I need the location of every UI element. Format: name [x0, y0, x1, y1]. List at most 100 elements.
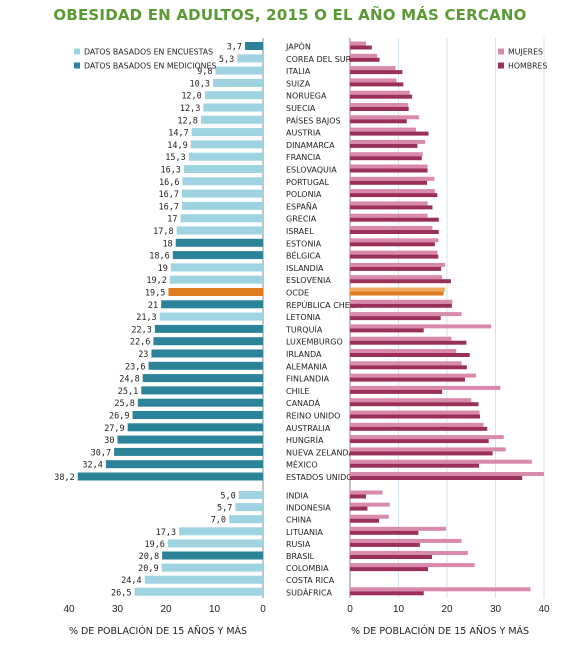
- women-bar: [350, 127, 416, 132]
- country-label: POLONIA: [286, 190, 322, 199]
- women-bar: [350, 410, 480, 415]
- women-bar: [350, 164, 428, 169]
- left-bar: [238, 491, 263, 499]
- country-label: SUDÁFRICA: [286, 586, 333, 597]
- country-label: ISLANDIA: [286, 264, 324, 273]
- left-bar-value: 3,7: [227, 43, 242, 53]
- left-bar-value: 17: [167, 215, 177, 225]
- left-bar-value: 12,3: [180, 104, 200, 114]
- men-bar: [350, 476, 523, 480]
- country-label: CANADÁ: [286, 397, 321, 408]
- men-bar: [350, 402, 479, 407]
- left-bar: [182, 201, 263, 210]
- women-bar: [350, 398, 472, 403]
- left-bar: [142, 374, 263, 383]
- women-bar: [350, 103, 409, 107]
- left-bar: [170, 263, 263, 272]
- left-bar: [182, 189, 263, 198]
- women-bar: [350, 349, 457, 353]
- left-bar-value: 19: [158, 264, 168, 274]
- left-bar: [179, 527, 263, 536]
- women-bar: [350, 90, 410, 95]
- men-bar: [350, 266, 442, 271]
- right-tick-label: 30: [490, 604, 502, 615]
- women-bar: [350, 115, 419, 120]
- women-bar: [350, 336, 452, 341]
- left-bar: [154, 324, 263, 333]
- men-bar: [350, 365, 467, 370]
- left-bar-value: 18: [162, 239, 172, 249]
- men-bar: [350, 143, 418, 148]
- legend-label: DATOS BASADOS EN MEDICIONES: [84, 62, 216, 71]
- left-bar: [105, 460, 263, 469]
- left-bar: [176, 226, 263, 235]
- country-label: CHINA: [286, 516, 312, 525]
- left-bar: [161, 300, 263, 309]
- men-bar: [350, 328, 424, 333]
- left-bar-value: 19,5: [145, 289, 165, 299]
- left-bar-value: 21,3: [136, 313, 156, 323]
- left-bar-value: 23,6: [125, 362, 145, 372]
- women-bar: [350, 587, 531, 592]
- legend-label: MUJERES: [508, 48, 543, 57]
- men-bar: [350, 82, 404, 87]
- left-bar-value: 19,6: [144, 540, 164, 550]
- men-bar: [350, 45, 372, 50]
- women-bar: [350, 152, 423, 157]
- women-bar: [350, 324, 492, 329]
- left-bar: [190, 140, 263, 149]
- men-bar: [350, 279, 451, 284]
- country-label: ESTADOS UNIDOS: [286, 473, 358, 482]
- left-bar-value: 21: [148, 301, 158, 311]
- men-bar: [350, 70, 403, 75]
- left-bar: [204, 91, 263, 100]
- left-bar: [175, 238, 263, 247]
- left-bar: [203, 103, 263, 112]
- left-bar: [132, 411, 263, 419]
- women-bar: [350, 139, 426, 144]
- country-label: CHILE: [286, 387, 309, 396]
- left-bar: [159, 312, 263, 321]
- left-bar-value: 22,3: [131, 325, 151, 335]
- left-bar-value: 14,9: [167, 141, 187, 151]
- left-bar-value: 16,7: [159, 190, 179, 200]
- country-label: REPÚBLICA CHECA: [286, 299, 361, 310]
- women-bar: [350, 563, 475, 568]
- country-label: GRECIA: [286, 215, 317, 224]
- women-bar: [350, 459, 532, 464]
- country-label: ESTONIA: [286, 239, 322, 248]
- left-bar: [169, 275, 263, 284]
- left-bar: [180, 214, 263, 223]
- country-label: SUIZA: [286, 79, 311, 88]
- chart-title: OBESIDAD EN ADULTOS, 2015 O EL AÑO MÁS C…: [53, 6, 527, 24]
- left-bar-value: 18,6: [149, 252, 169, 262]
- women-bar: [350, 361, 462, 366]
- men-bar: [350, 414, 480, 419]
- country-label: ISRAEL: [286, 227, 314, 236]
- women-bar: [350, 53, 378, 58]
- country-label: PAÍSES BAJOS: [286, 114, 341, 125]
- left-bar-value: 10,3: [190, 79, 210, 89]
- men-bar: [350, 242, 435, 247]
- left-bar-value: 5,0: [220, 492, 235, 502]
- left-bar-value: 22,6: [130, 338, 150, 348]
- women-bar: [350, 299, 453, 304]
- left-bar: [245, 42, 263, 50]
- right-tick-label: 40: [538, 604, 550, 615]
- left-bar-value: 24,4: [121, 576, 141, 586]
- country-label: COSTA RICA: [286, 576, 335, 585]
- left-tick-label: 30: [112, 604, 124, 615]
- men-bar: [350, 107, 409, 111]
- men-bar: [350, 217, 439, 222]
- left-bar: [213, 78, 263, 87]
- country-label: ESLOVENIA: [286, 276, 331, 285]
- country-label: LUXEMBURGO: [286, 338, 343, 347]
- women-bar: [350, 238, 439, 243]
- legend-label: DATOS BASADOS EN ENCUESTAS: [84, 48, 213, 57]
- men-bar: [350, 156, 422, 161]
- left-bar: [229, 515, 263, 524]
- left-bar-value: 5,3: [219, 55, 234, 65]
- men-bar: [350, 193, 438, 198]
- country-label: JAPÓN: [285, 41, 311, 52]
